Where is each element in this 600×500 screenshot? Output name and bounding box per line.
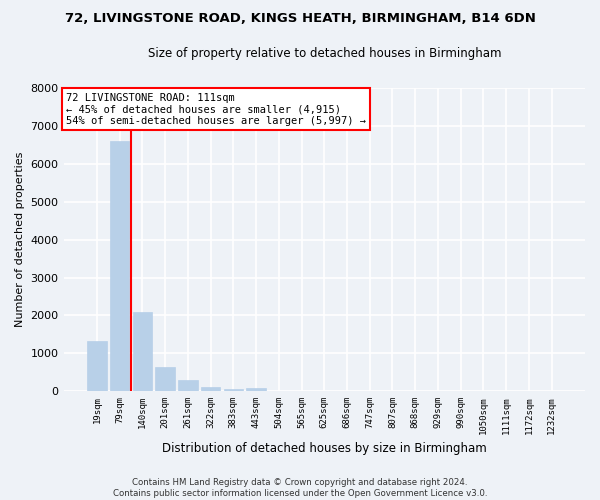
X-axis label: Distribution of detached houses by size in Birmingham: Distribution of detached houses by size … — [162, 442, 487, 455]
Bar — [155, 367, 175, 391]
Text: Contains HM Land Registry data © Crown copyright and database right 2024.
Contai: Contains HM Land Registry data © Crown c… — [113, 478, 487, 498]
Bar — [224, 389, 243, 391]
Title: Size of property relative to detached houses in Birmingham: Size of property relative to detached ho… — [148, 48, 501, 60]
Bar — [87, 341, 107, 391]
Bar — [133, 312, 152, 391]
Text: 72 LIVINGSTONE ROAD: 111sqm
← 45% of detached houses are smaller (4,915)
54% of : 72 LIVINGSTONE ROAD: 111sqm ← 45% of det… — [66, 92, 366, 126]
Bar — [178, 380, 197, 391]
Bar — [110, 141, 130, 391]
Y-axis label: Number of detached properties: Number of detached properties — [15, 152, 25, 328]
Bar — [247, 388, 266, 391]
Bar — [201, 386, 220, 391]
Text: 72, LIVINGSTONE ROAD, KINGS HEATH, BIRMINGHAM, B14 6DN: 72, LIVINGSTONE ROAD, KINGS HEATH, BIRMI… — [65, 12, 535, 26]
